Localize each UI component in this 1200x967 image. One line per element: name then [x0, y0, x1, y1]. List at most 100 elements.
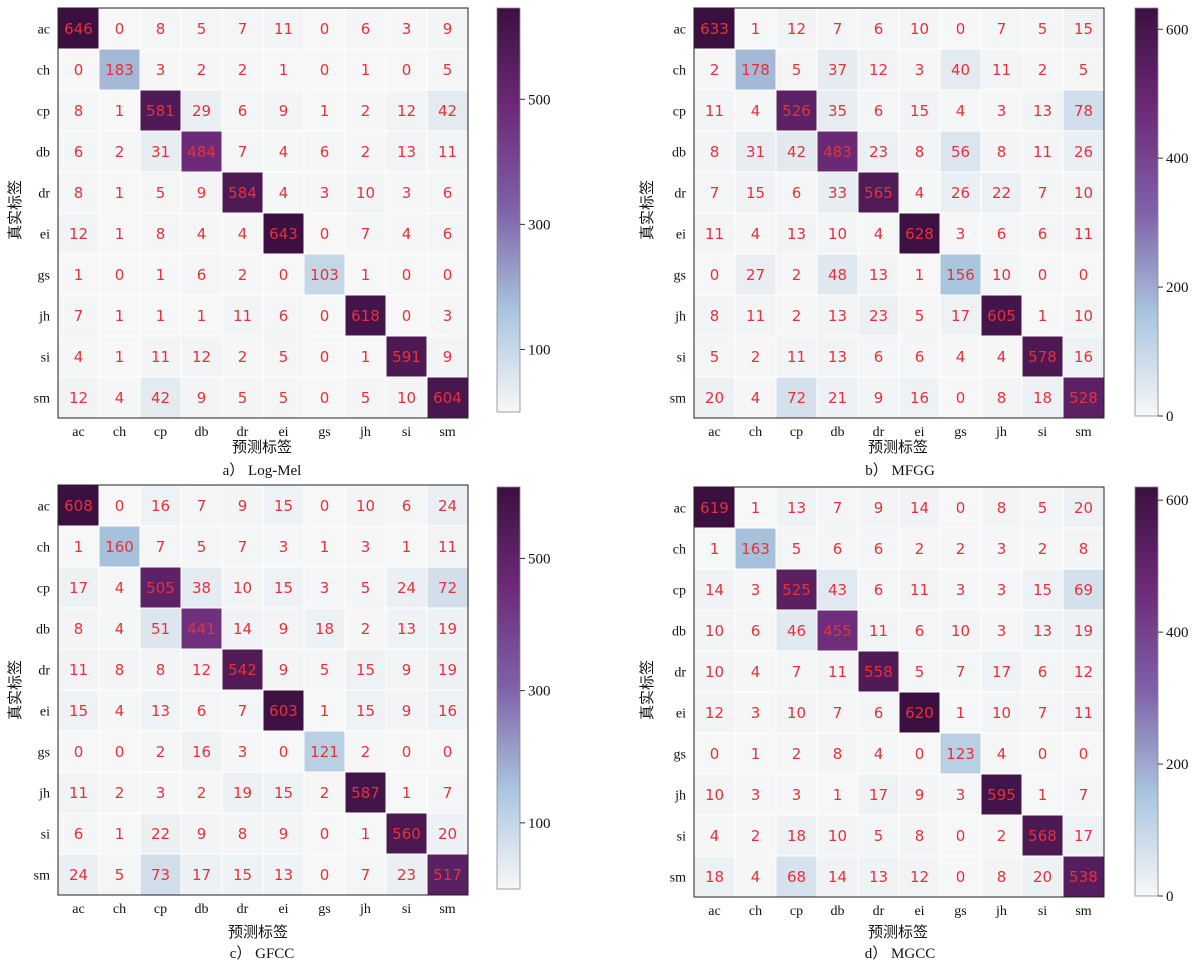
heatmap-cell	[775, 527, 818, 570]
heatmap-cell	[980, 650, 1023, 693]
cell-value-label: 20	[1033, 868, 1052, 886]
cell-value-label: 3	[320, 184, 330, 202]
heatmap-cell	[980, 855, 1023, 898]
cell-value-label: 42	[438, 102, 457, 120]
heatmap-cell	[1021, 568, 1064, 611]
cell-value-label: 12	[397, 102, 416, 120]
y-tick-label: ch	[37, 64, 50, 79]
y-tick-label: jh	[674, 789, 686, 804]
cell-value-label: 8	[115, 661, 125, 679]
y-tick-label: cp	[673, 105, 686, 120]
cell-value-label: 3	[751, 581, 761, 599]
heatmap-cell	[57, 689, 100, 732]
y-tick-label: ch	[37, 541, 50, 556]
cell-value-label: 2	[197, 784, 207, 802]
x-tick-label: gs	[318, 425, 330, 440]
heatmap-cell	[221, 525, 264, 568]
cell-value-label: 10	[910, 20, 929, 38]
heatmap-cell	[303, 525, 346, 568]
heatmap-cell	[180, 48, 223, 91]
cell-value-label: 163	[741, 540, 770, 558]
cell-value-label: 6	[874, 581, 884, 599]
cell-value-label: 8	[74, 102, 84, 120]
heatmap-cell	[775, 89, 818, 132]
heatmap-cell	[898, 48, 941, 91]
y-axis-label: 真实标签	[6, 180, 24, 240]
panel-caption: d） MGCC	[865, 945, 935, 962]
heatmap-cell	[98, 89, 141, 132]
heatmap-cell	[57, 130, 100, 173]
y-tick-label: gs	[38, 746, 50, 761]
cell-value-label: 608	[64, 497, 93, 515]
heatmap-cell	[262, 294, 305, 337]
x-axis-label: 预测标签	[232, 438, 292, 456]
heatmap-cell	[139, 689, 182, 732]
cell-value-label: 10	[992, 704, 1011, 722]
cell-value-label: 3	[792, 786, 802, 804]
cell-value-label: 0	[320, 497, 330, 515]
cell-value-label: 0	[1038, 745, 1048, 763]
cell-value-label: 517	[433, 866, 462, 884]
cell-value-label: 11	[910, 581, 929, 599]
heatmap-cell	[980, 294, 1023, 337]
cell-value-label: 587	[351, 784, 380, 802]
cell-value-label: 2	[792, 745, 802, 763]
heatmap-cell	[898, 855, 941, 898]
heatmap-cell	[180, 566, 223, 609]
cell-value-label: 1	[751, 745, 761, 763]
cell-value-label: 6	[74, 825, 84, 843]
cell-value-label: 68	[787, 868, 806, 886]
cell-value-label: 0	[956, 20, 966, 38]
cell-value-label: 9	[874, 389, 884, 407]
cell-value-label: 183	[105, 61, 134, 79]
x-tick-label: gs	[318, 902, 330, 917]
heatmap-cell	[180, 525, 223, 568]
heatmap-cell	[816, 814, 859, 857]
cell-value-label: 0	[1079, 745, 1089, 763]
heatmap-cell	[1062, 486, 1105, 529]
heatmap-cell	[57, 648, 100, 691]
cell-value-label: 10	[828, 225, 847, 243]
cell-value-label: 5	[792, 61, 802, 79]
heatmap-cell	[98, 607, 141, 650]
heatmap-cell	[775, 253, 818, 296]
cell-value-label: 1	[115, 825, 125, 843]
cell-value-label: 2	[361, 143, 371, 161]
panel-caption: c） GFCC	[230, 945, 295, 962]
heatmap-cell	[262, 7, 305, 50]
heatmap-cell	[816, 335, 859, 378]
cell-value-label: 20	[1074, 499, 1093, 517]
colorbar	[496, 486, 521, 890]
cell-value-label: 5	[279, 348, 289, 366]
x-tick-label: sm	[1075, 425, 1091, 440]
heatmap-cell	[1062, 212, 1105, 255]
cell-value-label: 2	[238, 348, 248, 366]
cell-value-label: 4	[751, 389, 761, 407]
cell-value-label: 5	[361, 579, 371, 597]
colorbar-tick-label: 500	[528, 92, 551, 108]
heatmap-cell	[262, 484, 305, 527]
cell-value-label: 581	[146, 102, 175, 120]
cell-value-label: 7	[956, 663, 966, 681]
heatmap-cell	[980, 691, 1023, 734]
cell-value-label: 3	[956, 786, 966, 804]
cell-value-label: 1	[320, 702, 330, 720]
cell-value-label: 605	[987, 307, 1016, 325]
heatmap-cell	[939, 814, 982, 857]
cell-value-label: 3	[997, 540, 1007, 558]
cell-value-label: 0	[710, 745, 720, 763]
cell-value-label: 8	[710, 307, 720, 325]
cell-value-label: 1	[279, 61, 289, 79]
cell-value-label: 6	[874, 20, 884, 38]
cell-value-label: 16	[192, 743, 211, 761]
y-tick-label: ei	[676, 228, 686, 243]
cell-value-label: 2	[238, 266, 248, 284]
cell-value-label: 4	[956, 102, 966, 120]
cell-value-label: 9	[197, 184, 207, 202]
x-tick-label: cp	[154, 902, 167, 917]
heatmap-cell	[262, 525, 305, 568]
y-tick-label: sm	[34, 392, 50, 407]
heatmap-cell	[1021, 89, 1064, 132]
y-tick-label: si	[41, 351, 50, 366]
cell-value-label: 17	[69, 579, 88, 597]
